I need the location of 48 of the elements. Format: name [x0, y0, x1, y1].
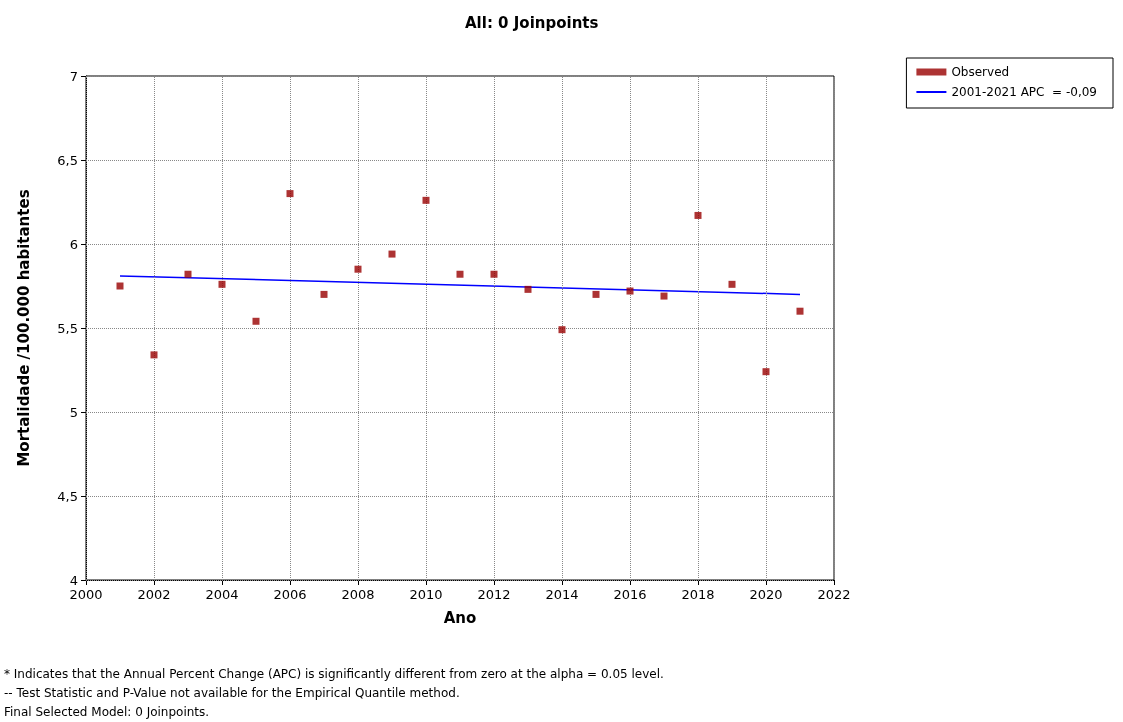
x-tick-label: 2018 [681, 587, 715, 602]
point [762, 368, 770, 376]
x-tick-label: 2004 [205, 587, 239, 602]
point [320, 290, 328, 298]
point [796, 307, 804, 315]
text: * Indicates that the Annual Percent Change (APC) is significantly different from zero at the alpha = 0.05 level. [4, 667, 664, 681]
x-tick-label: 2020 [749, 587, 783, 602]
x-tick-label: 2000 [69, 587, 103, 602]
point [558, 326, 566, 334]
legend-label: 2001-2021 APC = -0,09 [951, 85, 1097, 99]
point [728, 280, 736, 288]
point [524, 285, 532, 293]
y-tick-label: 4,5 [57, 488, 78, 504]
y-tick-label: 6 [69, 236, 78, 252]
point [184, 270, 192, 278]
x-tick-label: 2006 [273, 587, 307, 602]
point [626, 287, 634, 295]
x-tick-label: 2014 [545, 587, 579, 602]
point [694, 211, 702, 219]
text: -- Test Statistic and P-Value not available for the Empirical Quantile method. [4, 686, 460, 700]
point [286, 190, 294, 198]
point [252, 317, 260, 325]
y-tick-label: 4 [69, 572, 78, 588]
point [116, 282, 124, 290]
x-axis-title: Ano [443, 608, 477, 627]
text: Final Selected Model: 0 Joinpoints. [4, 705, 210, 719]
point [354, 265, 362, 273]
y-axis-title: Mortalidade /100.000 habitantes [14, 189, 33, 467]
point [592, 290, 600, 298]
y-tick-label: 5 [69, 404, 78, 420]
x-tick-label: 2010 [409, 587, 443, 602]
chart-title: All: 0 Joinpoints [465, 13, 599, 32]
y-tick-label: 7 [69, 68, 78, 84]
point [490, 270, 498, 278]
point [422, 196, 430, 204]
legend-label: Observed [951, 65, 1010, 79]
point [456, 270, 464, 278]
x-tick-label: 2022 [817, 587, 851, 602]
x-tick-label: 2008 [341, 587, 375, 602]
point [218, 280, 226, 288]
point [150, 351, 158, 359]
x-tick-label: 2016 [613, 587, 647, 602]
x-tick-label: 2012 [477, 587, 511, 602]
y-tick-label: 6,5 [57, 152, 78, 168]
y-tick-label: 5,5 [57, 320, 78, 336]
point [660, 292, 668, 300]
point [388, 250, 396, 258]
x-tick-label: 2002 [137, 587, 171, 602]
